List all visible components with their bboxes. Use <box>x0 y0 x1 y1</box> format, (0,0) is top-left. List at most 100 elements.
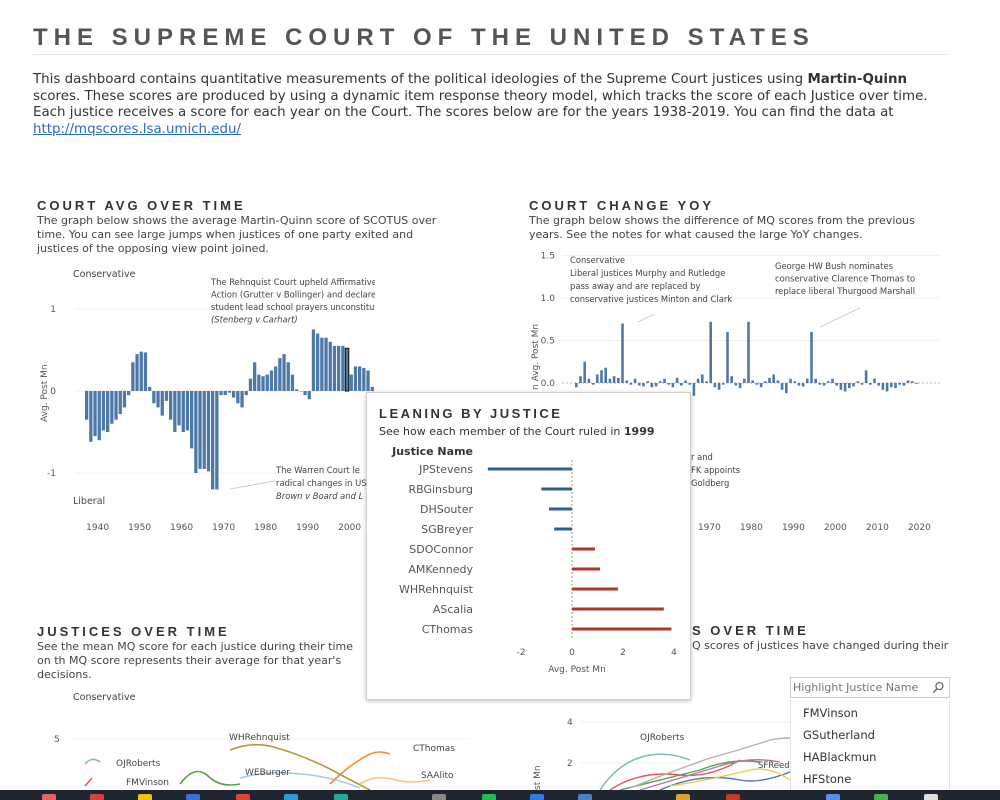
yoy-bar <box>591 383 595 385</box>
page-title: THE SUPREME COURT OF THE UNITED STATES <box>33 24 815 51</box>
avg-bar <box>337 345 341 391</box>
taskbar-icon-8[interactable] <box>432 794 446 800</box>
search-icon[interactable] <box>932 681 945 694</box>
avg-xtick: 1960 <box>170 523 193 533</box>
yoy-bar <box>885 383 889 392</box>
yoy-bar <box>835 383 838 386</box>
leaning-xtick: 4 <box>671 648 677 658</box>
yoy-bar <box>772 374 775 383</box>
yoy-bar <box>764 381 767 383</box>
justices-over-time-chart[interactable]: Conservative 5 WHRehnquist CThomas OJRob… <box>30 684 470 790</box>
justices-over-time-desc: See the mean MQ score for each justice d… <box>37 640 354 681</box>
avg-annotation-rehnquist: student lead school prayers unconstituti… <box>211 302 375 312</box>
taskbar-icon-1[interactable] <box>42 794 56 800</box>
taskbar-icon-6[interactable] <box>284 794 298 800</box>
avg-bar <box>240 391 244 408</box>
yoy-bar <box>617 377 620 383</box>
yoy-annotation-partial: r and <box>691 452 713 462</box>
leaning-bar <box>487 467 572 471</box>
avg-bar <box>164 391 169 401</box>
taskbar-icon-2[interactable] <box>90 794 104 800</box>
taskbar-icon-15[interactable] <box>874 794 888 800</box>
avg-bar <box>194 391 198 473</box>
avg-bar <box>253 362 257 391</box>
avg-bar <box>181 391 185 432</box>
yoy-bar <box>810 332 813 383</box>
avg-bar <box>290 374 295 391</box>
yoy-bar <box>713 383 717 388</box>
justice-list-item[interactable]: HABlackmun <box>803 750 877 764</box>
court-change-chart[interactable]: 1.5 1.0 0.5 0.0n Avg. Post Mn 1970 1980 1990 20… <box>520 250 950 542</box>
avg-bar <box>169 391 173 420</box>
court-avg-chart[interactable]: 1 0 -1 Avg. Post Mn Conservative Liberal 1940 1… <box>30 262 375 542</box>
taskbar-icon-12[interactable] <box>676 794 690 800</box>
jr-line-6 <box>659 771 790 790</box>
leaning-bar <box>572 607 664 611</box>
justice-list-item[interactable]: GSutherland <box>803 728 875 742</box>
avg-bar <box>261 376 265 391</box>
avg-bar <box>177 391 181 426</box>
avg-annotation-line <box>229 480 276 490</box>
taskbar-icon-7[interactable] <box>334 794 348 800</box>
yoy-bar <box>759 383 763 388</box>
yoy-bar <box>894 383 897 389</box>
yoy-xtick: 2020 <box>908 523 931 533</box>
avg-bar <box>282 354 286 391</box>
avg-xtick: 2000 <box>338 523 361 533</box>
highlight-justice-search[interactable] <box>790 677 950 698</box>
yoy-bar <box>898 383 901 385</box>
yoy-bar <box>575 383 578 388</box>
taskbar-icon-9[interactable] <box>482 794 496 800</box>
justices-right-chart[interactable]: 4 2 st Mn OJRoberts SFReed <box>520 700 790 790</box>
taskbar-icon-3[interactable] <box>138 794 152 800</box>
yoy-annotation-conservative: Liberal justices Murphy and Rutledge <box>570 268 725 278</box>
yoy-bar <box>596 374 599 383</box>
avg-bar <box>101 391 106 431</box>
avg-bar <box>185 391 190 431</box>
avg-annotation-warren: radical changes in US <box>276 478 367 488</box>
avg-xtick: 1990 <box>296 523 319 533</box>
jot-line-red <box>84 777 93 787</box>
leaning-xtick: -2 <box>517 648 526 658</box>
yoy-bar <box>856 381 859 383</box>
yoy-bar <box>860 383 864 385</box>
taskbar-icon-11[interactable] <box>578 794 592 800</box>
yoy-bar <box>785 383 788 394</box>
taskbar-icon-10[interactable] <box>530 794 544 800</box>
yoy-bar <box>604 367 607 383</box>
leaning-justice-name: CThomas <box>422 623 474 636</box>
yoy-bar <box>680 383 683 386</box>
avg-bar <box>139 351 143 391</box>
leaning-chart[interactable]: Justice Name JPStevens RBGinsburg DHSouter S… <box>367 438 690 688</box>
intro-part1: This dashboard contains quantitative mea… <box>33 72 808 87</box>
avg-bar <box>274 366 278 391</box>
yoy-annotation-partial: FK appoints <box>691 465 740 475</box>
taskbar-icon-16[interactable] <box>924 794 938 800</box>
avg-bar <box>160 391 164 416</box>
highlight-justice-input[interactable] <box>793 679 929 696</box>
yoy-bar <box>675 377 679 383</box>
avg-bar <box>307 391 311 400</box>
yoy-bar <box>881 383 885 390</box>
taskbar-icon-4[interactable] <box>186 794 200 800</box>
leaning-title: LEANING BY JUSTICE <box>379 406 563 421</box>
justice-list-item[interactable]: HFStone <box>803 772 852 786</box>
data-link[interactable]: http://mqscores.lsa.umich.edu/ <box>33 121 242 137</box>
justices-right-desc: Q scores of justices have changed during… <box>692 639 949 652</box>
avg-bar <box>211 391 215 490</box>
taskbar-icon-5[interactable] <box>236 794 250 800</box>
justices-right-title: S OVER TIME <box>692 623 809 638</box>
yoy-bar <box>793 381 796 383</box>
leaning-bar <box>549 507 572 511</box>
jr-line-5 <box>639 759 781 790</box>
yoy-xtick: 1970 <box>698 523 721 533</box>
avg-xtick: 1980 <box>254 523 277 533</box>
taskbar-icon-13[interactable] <box>726 794 740 800</box>
justice-list-item[interactable]: FMVinson <box>803 706 858 720</box>
yoy-bar <box>768 377 771 383</box>
yoy-bar <box>629 383 633 385</box>
jot-ytick: 5 <box>54 735 60 745</box>
taskbar-icon-14[interactable] <box>826 794 840 800</box>
jr-line-7 <box>669 768 790 787</box>
avg-liberal-label: Liberal <box>73 496 105 507</box>
